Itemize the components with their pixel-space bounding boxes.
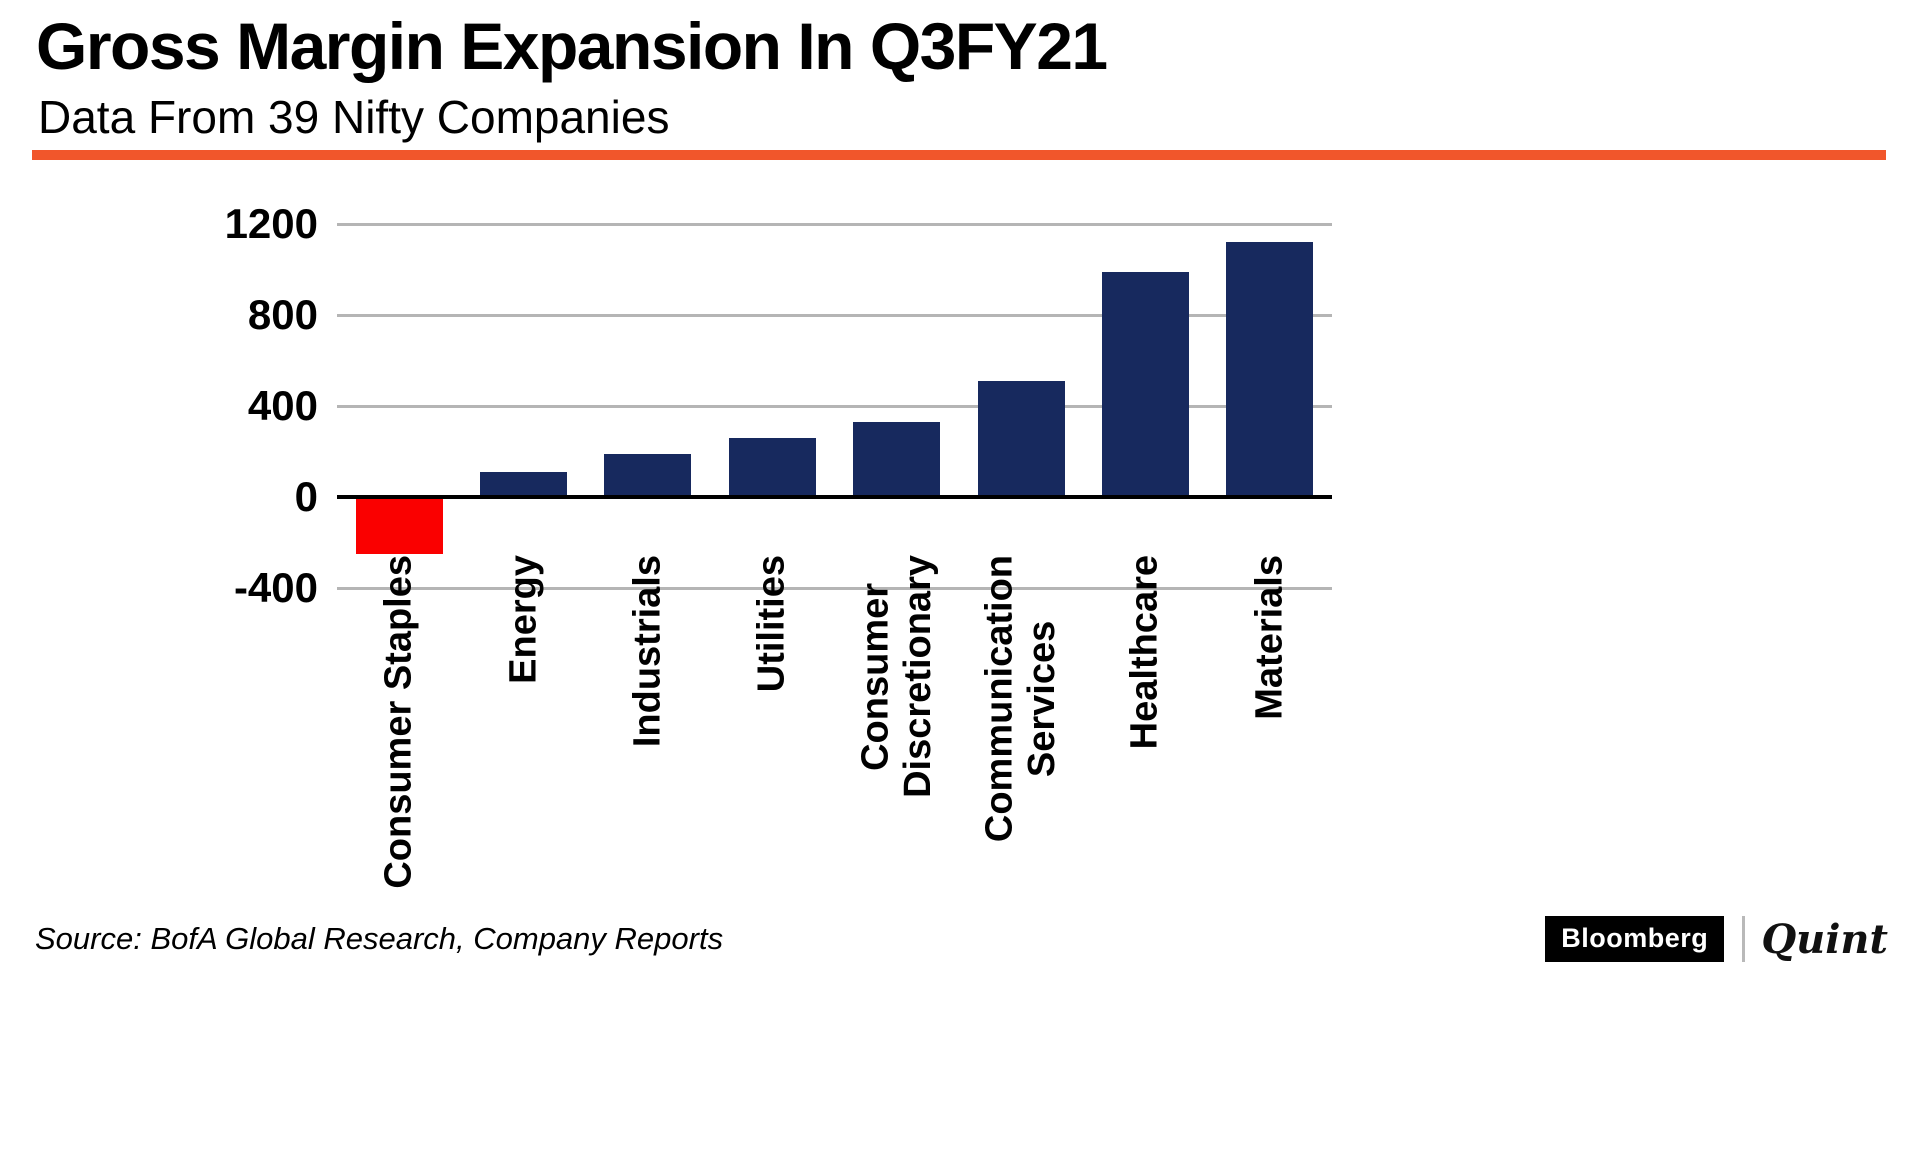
bar-consumer-discretionary — [853, 421, 941, 497]
gridline-400 — [337, 404, 1332, 408]
y-tick-label-1200: 1200 — [224, 200, 318, 247]
logo-group: Bloomberg Quint — [1545, 916, 1888, 963]
y-axis-tick-labels: 1200 800 400 0 -400 — [0, 0, 318, 1168]
gridline--400 — [337, 586, 1332, 590]
x-axis-label-healthcare: Healthcare — [1124, 555, 1167, 750]
gridline-1200 — [337, 222, 1332, 226]
y-tick-label-0: 0 — [294, 473, 318, 520]
logo-divider — [1742, 916, 1746, 962]
x-axis-label-industrials: Industrials — [626, 555, 669, 748]
x-axis-label-consumer-staples: Consumer Staples — [377, 555, 420, 889]
bar-healthcare — [1101, 271, 1189, 497]
bloomberg-logo: Bloomberg — [1545, 916, 1725, 962]
y-tick-label-800: 800 — [247, 291, 318, 338]
accent-rule — [32, 150, 1886, 160]
zero-axis-line — [337, 495, 1332, 499]
plot-area — [337, 222, 1332, 590]
bar-energy — [480, 471, 568, 497]
y-tick-label-400: 400 — [247, 382, 318, 429]
x-axis-label-communication-services: Communication Services — [978, 555, 1064, 843]
page-subtitle: Data From 39 Nifty Companies — [38, 91, 670, 143]
gridline-800 — [337, 313, 1332, 317]
x-axis-label-consumer-discretionary: Consumer Discretionary — [854, 555, 939, 798]
bar-utilities — [728, 437, 816, 497]
source-note: Source: BofA Global Research, Company Re… — [35, 921, 724, 956]
page-title: Gross Margin Expansion In Q3FY21 — [36, 9, 1108, 83]
bar-industrials — [604, 453, 692, 497]
footer: Source: BofA Global Research, Company Re… — [35, 910, 1888, 968]
quint-logo: Quint — [1761, 915, 1888, 963]
bar-consumer-staples — [355, 499, 443, 554]
x-axis-label-energy: Energy — [502, 555, 545, 684]
x-axis-label-utilities: Utilities — [751, 555, 794, 693]
bar-communication-services — [977, 380, 1065, 497]
y-tick-label--400: -400 — [233, 564, 318, 611]
bar-materials — [1226, 242, 1314, 497]
x-axis-label-materials: Materials — [1248, 555, 1291, 720]
